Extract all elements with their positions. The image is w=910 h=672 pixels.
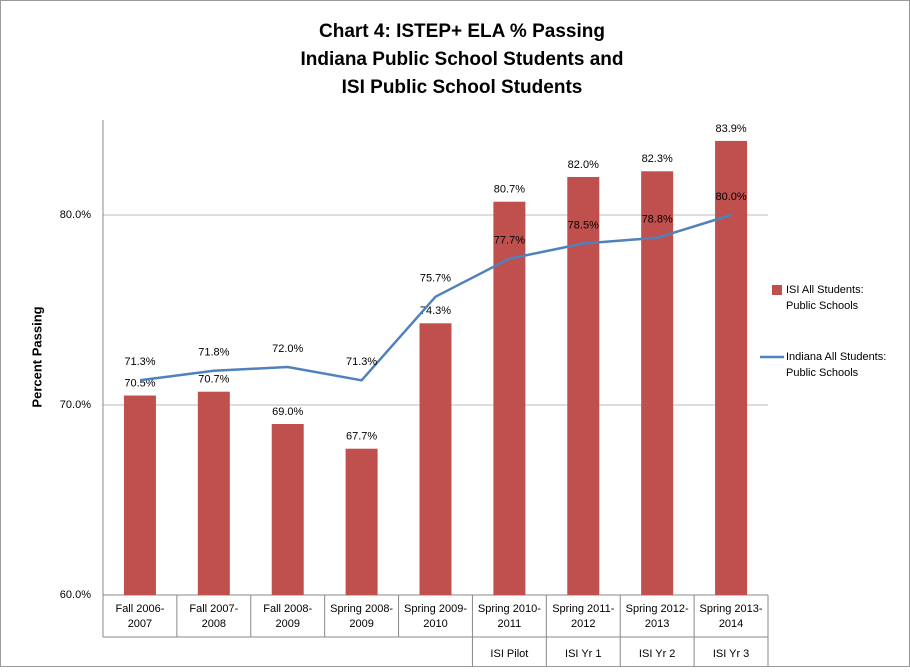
y-tick-label: 80.0% [60, 209, 91, 221]
data-label: 70.7% [198, 374, 229, 386]
data-label: 83.9% [715, 123, 746, 135]
data-label: 78.5% [568, 219, 599, 231]
y-tick-label: 60.0% [60, 589, 91, 601]
bar [345, 448, 378, 595]
data-label: 72.0% [272, 343, 303, 355]
data-label: 82.3% [642, 153, 673, 165]
bar [493, 201, 526, 595]
x-tick-label: 2011 [498, 618, 522, 630]
legend-label: Indiana All Students: [786, 351, 886, 363]
x-tick-label: Spring 2009- [404, 603, 467, 615]
x-tick-label: Spring 2010- [478, 603, 541, 615]
data-label: 71.3% [346, 356, 377, 368]
bar [197, 391, 230, 595]
x-tick-label: 2014 [719, 618, 743, 630]
x-tick-label: Spring 2013- [700, 603, 763, 615]
x-tick-label: 2009 [275, 618, 299, 630]
x-tick-label: Fall 2007- [189, 603, 238, 615]
x-tick-label: 2013 [645, 618, 669, 630]
bar [123, 395, 156, 595]
x-tick-label: 2008 [202, 618, 226, 630]
data-label: 74.3% [420, 305, 451, 317]
data-label: 80.0% [715, 191, 746, 203]
legend-label: ISI All Students: [786, 284, 864, 296]
data-label: 82.0% [568, 159, 599, 171]
x-tick-label: Fall 2006- [115, 603, 164, 615]
chart-title: ISI Public School Students [342, 77, 583, 98]
y-axis-label: Percent Passing [29, 306, 44, 407]
y-tick-label: 70.0% [60, 399, 91, 411]
x-tick-label: Fall 2008- [263, 603, 312, 615]
data-label: 75.7% [420, 273, 451, 285]
x-tick-label: 2012 [571, 618, 595, 630]
bar [641, 171, 674, 596]
chart-title: Indiana Public School Students and [300, 49, 623, 70]
legend-label: Public Schools [786, 367, 859, 379]
x-tick-label: Spring 2012- [626, 603, 689, 615]
data-label: 71.3% [124, 356, 155, 368]
legend-label: Public Schools [786, 300, 859, 312]
bar [419, 323, 452, 595]
x-tick-label: 2007 [128, 618, 152, 630]
chart-title: Chart 4: ISTEP+ ELA % Passing [319, 21, 605, 42]
line [139, 213, 732, 382]
bar [567, 177, 600, 595]
group-label: ISI Yr 2 [639, 648, 675, 660]
bar [715, 140, 748, 595]
data-label: 67.7% [346, 431, 377, 443]
data-label: 80.7% [494, 184, 525, 196]
data-label: 77.7% [494, 235, 525, 247]
x-tick-label: 2009 [349, 618, 373, 630]
group-label: ISI Pilot [490, 648, 528, 660]
legend-swatch [772, 285, 782, 295]
x-tick-label: 2010 [423, 618, 447, 630]
data-label: 69.0% [272, 406, 303, 418]
bar [271, 424, 304, 595]
group-label: ISI Yr 1 [565, 648, 601, 660]
group-label: ISI Yr 3 [713, 648, 749, 660]
data-label: 71.8% [198, 347, 229, 359]
x-tick-label: Spring 2011- [552, 603, 615, 615]
data-label: 78.8% [642, 214, 673, 226]
x-tick-label: Spring 2008- [330, 603, 393, 615]
